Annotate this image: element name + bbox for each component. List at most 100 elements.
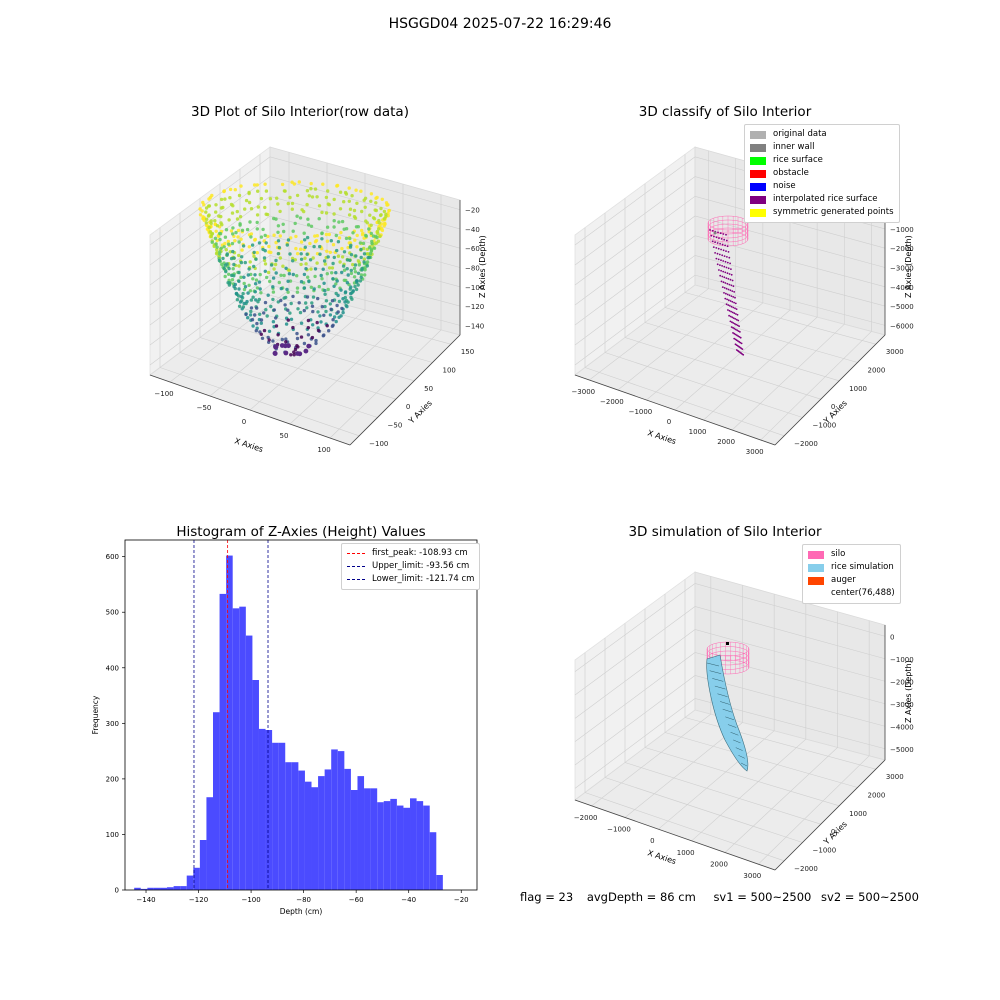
legend-label: first_peak: -108.93 cm	[372, 548, 468, 558]
histogram-bar	[291, 762, 299, 890]
plot1-zlabel: Z Axies (Depth)	[478, 235, 487, 298]
ztick-label: −140	[465, 322, 484, 330]
ytick-label: 400	[106, 664, 119, 672]
histogram-bar	[370, 788, 378, 890]
ytick-label: 100	[443, 367, 456, 375]
histogram-bar	[383, 801, 391, 890]
ztick-label: −1000	[890, 656, 914, 664]
legend-swatch	[750, 156, 766, 165]
histogram-bar	[193, 867, 200, 890]
xtick-label: 0	[650, 837, 654, 845]
histogram-bar	[199, 840, 207, 890]
histogram-chart: −140 −120 −100 −80 −60 −40 −20 0 100 200 300 400 50…	[91, 539, 478, 916]
xtick-label: −120	[189, 896, 208, 904]
plot2-title: 3D classify of Silo Interior	[638, 104, 812, 120]
ztick-label: −40	[465, 226, 480, 234]
status-footer: flag = 23 avgDepth = 86 cm sv1 = 500~250…	[520, 890, 929, 904]
plot2-3d-axes: −3000 −2000 −1000 0 1000 2000 3000 −2000 −1000 0…	[571, 146, 914, 456]
ztick-label: −4000	[890, 284, 914, 292]
legend-label: original data	[773, 129, 827, 139]
legend-entry: rice surface	[750, 154, 894, 167]
plot2-zlabel: Z Axies (Depth)	[904, 235, 913, 298]
histogram-title: Histogram of Z-Axies (Height) Values	[176, 524, 426, 540]
ytick-label: 300	[106, 720, 119, 728]
histogram-bar	[416, 801, 424, 890]
histogram-bar	[429, 832, 437, 890]
legend-label: rice surface	[773, 155, 823, 165]
legend-swatch	[750, 208, 766, 217]
ztick-label: −1000	[890, 226, 914, 234]
histogram-bar	[272, 742, 279, 890]
histogram-bar	[232, 608, 240, 890]
legend-swatch	[750, 182, 766, 191]
ytick-label: 0	[406, 403, 410, 411]
legend-entry: obstacle	[750, 167, 894, 180]
histogram-bar	[134, 887, 141, 890]
ytick-label: −1000	[813, 422, 837, 430]
xtick-label: −140	[136, 896, 155, 904]
legend-swatch	[808, 563, 824, 572]
histogram-bar	[219, 593, 227, 890]
legend-swatch	[750, 169, 766, 178]
legend-entry: symmetric generated points	[750, 206, 894, 219]
histogram-bar	[226, 555, 233, 890]
legend-label: center(76,488)	[831, 588, 895, 598]
legend-entry: noise	[750, 180, 894, 193]
legend-line	[347, 566, 365, 567]
legend-entry: auger	[808, 574, 895, 587]
legend-swatch	[750, 195, 766, 204]
xtick-label: 3000	[743, 872, 761, 880]
xtick-label: −80	[296, 896, 311, 904]
histogram-bar	[252, 680, 259, 890]
histogram-bar	[304, 781, 312, 890]
legend-entry: silo	[808, 548, 895, 561]
histogram-xlabel: Depth (cm)	[280, 907, 323, 916]
histogram-frame	[124, 539, 478, 891]
histogram-bar	[239, 606, 246, 890]
ztick-label: −20	[465, 207, 480, 215]
legend-label: symmetric generated points	[773, 207, 894, 217]
histogram-bar	[147, 887, 154, 890]
histogram-bar	[258, 728, 266, 890]
histogram-bar	[245, 635, 253, 890]
ytick-label: 500	[106, 609, 119, 617]
histogram-bar	[318, 776, 325, 890]
histogram-bar	[140, 888, 148, 890]
ytick-label: 100	[106, 831, 119, 839]
ztick-label: −5000	[890, 303, 914, 311]
plot4-xlabel: X Axies	[646, 848, 677, 866]
xtick-label: 1000	[677, 849, 695, 857]
legend-entry: Lower_limit: -121.74 cm	[347, 573, 474, 586]
xtick-label: −1000	[607, 826, 631, 834]
plot1-title: 3D Plot of Silo Interior(row data)	[191, 104, 409, 120]
ztick-label: −2000	[890, 245, 914, 253]
legend-line	[347, 553, 365, 554]
flag-text: flag = 23	[520, 890, 574, 904]
legend-swatch	[808, 576, 824, 585]
ytick-label: −2000	[794, 440, 818, 448]
xtick-label: 2000	[710, 861, 728, 869]
ztick-label: −2000	[890, 678, 914, 686]
legend-label: obstacle	[773, 168, 809, 178]
xtick-label: −20	[454, 896, 469, 904]
legend-label: inner wall	[773, 142, 815, 152]
legend-entry: interpolated rice surface	[750, 193, 894, 206]
histogram-bar	[396, 805, 404, 890]
legend-swatch	[750, 130, 766, 139]
ytick-label: −100	[369, 440, 388, 448]
histogram-bar	[423, 805, 430, 890]
ytick-label: 600	[106, 553, 119, 561]
legend-line	[347, 579, 365, 580]
ytick-label: 50	[424, 385, 433, 393]
xtick-label: 3000	[746, 448, 764, 456]
histogram-bar	[186, 875, 194, 890]
plot1-ylabel: Y Axies	[406, 399, 434, 427]
ztick-label: −80	[465, 265, 480, 273]
ztick-label: −120	[465, 303, 484, 311]
histogram-legend: first_peak: -108.93 cm Upper_limit: -93.5…	[341, 543, 481, 590]
plot4-3d-axes: −2000 −1000 0 1000 2000 3000 −2000 −1000 0 1000 2…	[574, 571, 914, 880]
histogram-bar	[298, 770, 305, 890]
legend-entry: rice simulation	[808, 561, 895, 574]
legend-entry: center(76,488)	[808, 587, 895, 600]
xtick-label: −100	[241, 896, 260, 904]
